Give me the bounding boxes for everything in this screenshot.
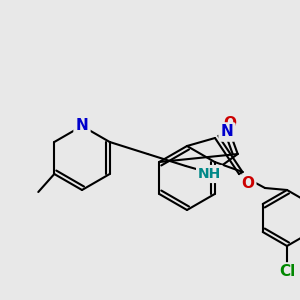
Text: N: N (76, 118, 88, 134)
Text: NH: NH (198, 167, 221, 181)
Text: O: O (223, 116, 236, 131)
Text: Cl: Cl (279, 265, 295, 280)
Text: O: O (241, 176, 254, 191)
Text: N: N (220, 124, 233, 140)
